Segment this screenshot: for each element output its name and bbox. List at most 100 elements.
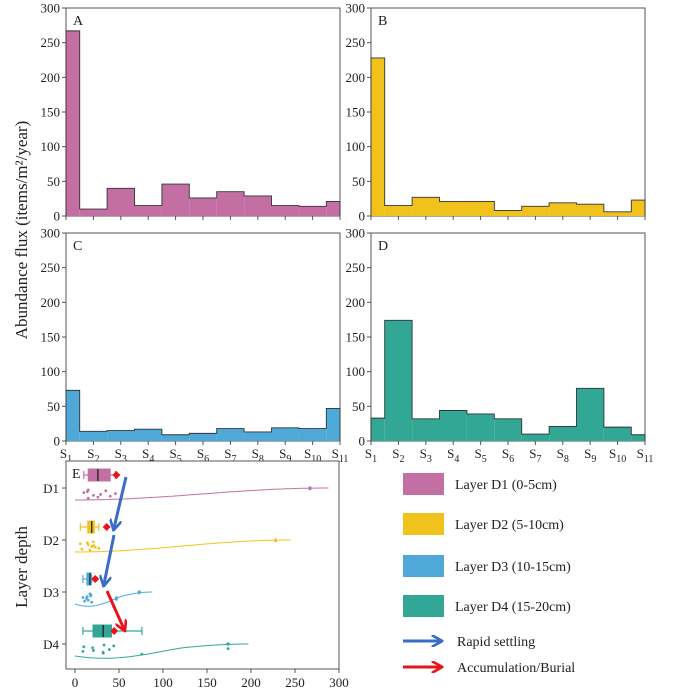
box — [86, 572, 92, 586]
legend-label: Accumulation/Burial — [457, 661, 575, 676]
x-tick-label: 0 — [72, 675, 79, 690]
x-tick-subscript: 11 — [339, 454, 349, 465]
legend-label: Rapid settling — [457, 635, 535, 650]
bar-s9 — [271, 205, 299, 216]
x-tick-subscript: 10 — [616, 454, 626, 465]
y-tick-label: 200 — [41, 295, 61, 310]
y-tick-label: 100 — [41, 364, 61, 379]
step-outline — [65, 30, 341, 216]
data-point — [96, 495, 100, 499]
density-curve — [75, 487, 329, 501]
x-tick-subscript: 6 — [204, 454, 209, 465]
y-tick-label: 250 — [41, 260, 61, 275]
y-tick-label: 200 — [41, 70, 61, 85]
mean-marker — [102, 523, 111, 531]
y-tick-label: 300 — [346, 226, 366, 241]
x-tick-subscript: 2 — [400, 454, 405, 465]
y-tick-label: 150 — [346, 330, 366, 345]
x-tick-letter: S — [252, 446, 259, 461]
panel-letter-c: C — [73, 239, 82, 254]
panel-e-boxplot: E 0 50 100 150 200 250 300 D1 D2 D3 D4 — [43, 460, 349, 690]
x-tick-label-s7: S7 — [529, 446, 541, 465]
layer-d3: D3 — [43, 572, 153, 607]
y-tick-label: 250 — [41, 35, 61, 50]
bar-s2 — [79, 431, 108, 441]
y-tick-label: 50 — [352, 399, 365, 414]
data-point — [83, 599, 87, 603]
y-tick-label: 150 — [346, 105, 366, 120]
bar-s10 — [603, 427, 632, 441]
legend: Layer D1 (0-5cm) Layer D2 (5-10cm) Layer D… — [403, 473, 575, 676]
layer-d4: D4 — [43, 624, 249, 659]
bar-s7 — [216, 191, 245, 216]
data-point — [102, 643, 106, 647]
bar-s5 — [161, 434, 190, 441]
panel-b: 0 50 100 150 200 250 300 B — [346, 1, 646, 224]
x-tick-letter: S — [557, 446, 564, 461]
data-point — [104, 489, 108, 493]
data-point — [92, 493, 95, 497]
x-tick-letter: S — [279, 446, 286, 461]
plot-frame — [370, 232, 646, 442]
x-tick-letter: S — [304, 446, 311, 461]
x-tick-letter: S — [502, 446, 509, 461]
x-tick-letter: S — [529, 446, 536, 461]
x-tick-letter: S — [365, 446, 372, 461]
legend-label: Layer D4 (15-20cm) — [455, 600, 571, 615]
x-tick-label: 50 — [113, 675, 126, 690]
y-tick-label: D4 — [43, 637, 59, 652]
bar-s9 — [271, 427, 299, 441]
bar-s4 — [134, 429, 162, 441]
y-tick-label: 150 — [41, 105, 61, 120]
data-point — [114, 492, 117, 495]
data-point — [82, 645, 86, 649]
bar-s6 — [494, 418, 522, 441]
bar-s7 — [521, 206, 550, 216]
x-tick-subscript: 8 — [259, 454, 264, 465]
legend-item: Accumulation/Burial — [403, 661, 575, 676]
y-tick-label: 100 — [346, 139, 366, 154]
bar-s1 — [66, 30, 80, 216]
bar-s3 — [412, 418, 440, 441]
bar-s6 — [494, 210, 522, 216]
x-tick-label-s9: S9 — [584, 446, 596, 465]
step-outline — [370, 57, 646, 216]
legend-swatch — [403, 595, 444, 617]
y-tick-label: D1 — [43, 481, 59, 496]
x-tick-letter: S — [392, 446, 399, 461]
y-axis-title-depth: Layer depth — [12, 526, 31, 608]
data-point — [85, 597, 88, 600]
data-point — [82, 491, 86, 495]
outlier-point — [226, 642, 230, 646]
x-tick-label: 200 — [241, 675, 261, 690]
y-tick-label: 250 — [346, 35, 366, 50]
y-tick-label: D2 — [43, 533, 59, 548]
bar-s5 — [466, 201, 495, 216]
layer-d1: D1 — [43, 468, 329, 501]
data-point — [89, 594, 93, 598]
bar-s3 — [107, 188, 135, 216]
x-tick-letter: S — [332, 446, 339, 461]
rapid-settling-arrow — [114, 476, 128, 528]
data-point — [107, 648, 111, 651]
data-point — [92, 649, 95, 652]
y-tick-label: D3 — [43, 585, 59, 600]
step-outline — [65, 389, 341, 441]
panels: 050100150200250300A050100150200250300B05… — [41, 1, 654, 466]
legend-item: Layer D4 (15-20cm) — [403, 595, 571, 617]
bar-s2 — [79, 209, 108, 216]
x-tick-subscript: 4 — [149, 454, 154, 465]
y-tick-label: 150 — [41, 330, 61, 345]
data-point — [78, 542, 82, 546]
data-point — [88, 548, 92, 552]
x-tick-subscript: 5 — [482, 454, 487, 465]
data-point — [112, 644, 116, 648]
x-tick-subscript: 6 — [509, 454, 514, 465]
panel-letter-a: A — [73, 14, 84, 29]
data-point — [226, 647, 230, 651]
x-tick-label: 300 — [329, 675, 349, 690]
x-tick-label-s4: S4 — [142, 446, 154, 465]
density-curve — [74, 643, 249, 659]
